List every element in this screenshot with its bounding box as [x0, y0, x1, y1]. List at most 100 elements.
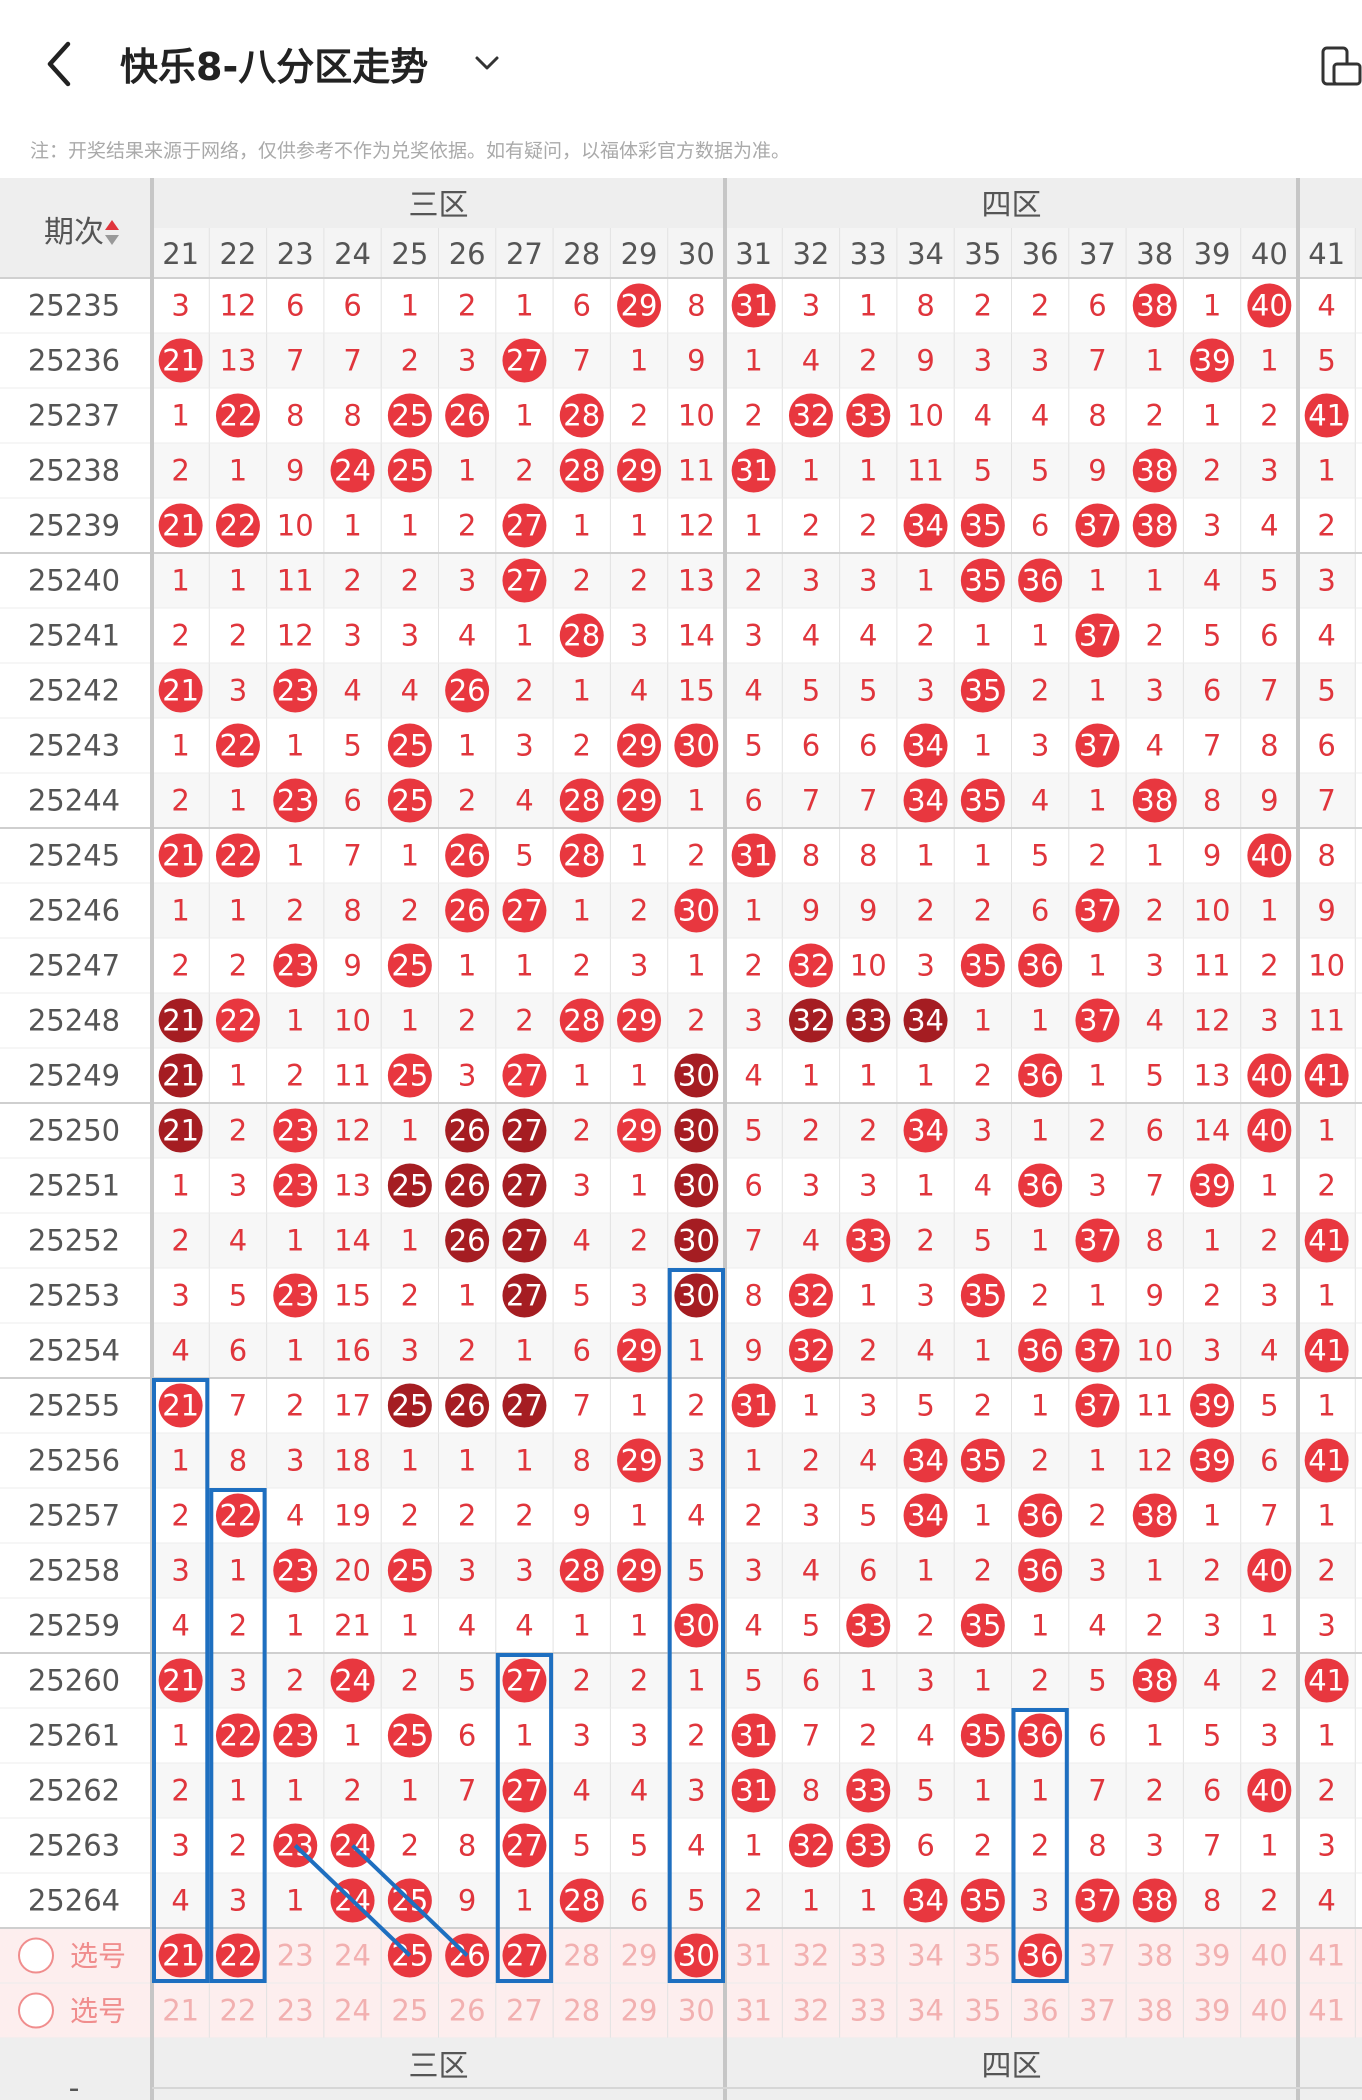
select-number[interactable]: 39 [1194, 1994, 1231, 2028]
select-number[interactable]: 21 [162, 1994, 199, 2028]
select-number[interactable]: 27 [506, 1994, 543, 2028]
omission-value: 3 [171, 1554, 189, 1588]
select-number[interactable]: 34 [907, 1994, 944, 2028]
back-icon[interactable] [40, 38, 80, 90]
drawn-ball [617, 1108, 662, 1153]
select-number[interactable]: 25 [391, 1994, 428, 2028]
drawn-number: 35 [964, 674, 1001, 708]
drawn-ball [215, 723, 260, 768]
omission-value: 3 [1317, 1609, 1335, 1643]
period-header[interactable]: 期次 [44, 215, 104, 250]
select-number[interactable]: 24 [334, 1994, 371, 2028]
omission-value: 4 [744, 1609, 762, 1643]
omission-value: 2 [171, 949, 189, 983]
drawn-ball [1132, 1878, 1177, 1923]
drawn-ball [1018, 1493, 1063, 1538]
select-number[interactable]: 35 [964, 1994, 1001, 2028]
select-number[interactable]: 33 [850, 1994, 887, 2028]
omission-value: 11 [1136, 1389, 1173, 1423]
picked-ball[interactable] [674, 1933, 719, 1978]
picked-ball[interactable] [158, 1933, 203, 1978]
omission-value: 1 [1031, 1389, 1049, 1423]
drawn-number: 28 [563, 1884, 600, 1918]
drawn-ball [846, 1603, 891, 1648]
omission-value: 2 [515, 674, 533, 708]
omission-value: 5 [1260, 564, 1278, 598]
select-number[interactable]: 35 [964, 1939, 1001, 1973]
picked-ball[interactable] [1018, 1933, 1063, 1978]
omission-value: 1 [1260, 1169, 1278, 1203]
select-number[interactable]: 32 [792, 1939, 829, 1973]
device-switch-icon[interactable] [1320, 44, 1362, 90]
drawn-ball [445, 1108, 490, 1153]
sort-down-icon[interactable] [105, 235, 119, 245]
omission-value: 1 [515, 1884, 533, 1918]
omission-value: 4 [573, 1224, 591, 1258]
select-number[interactable]: 39 [1194, 1939, 1231, 1973]
omission-value: 2 [401, 1499, 419, 1533]
select-number[interactable]: 32 [792, 1994, 829, 2028]
column-number: 21 [162, 237, 199, 271]
select-number[interactable]: 36 [1022, 1994, 1059, 2028]
picked-number[interactable]: 36 [1022, 1939, 1059, 1973]
drawn-ball [1075, 998, 1120, 1043]
select-number[interactable]: 40 [1251, 1939, 1288, 1973]
omission-value: 4 [1317, 289, 1335, 323]
select-number[interactable]: 37 [1079, 1939, 1116, 1973]
drawn-ball [1247, 833, 1292, 878]
omission-value: 1 [1031, 1114, 1049, 1148]
select-number[interactable]: 29 [621, 1994, 658, 2028]
picked-number[interactable]: 21 [162, 1939, 199, 1973]
omission-value: 3 [1317, 564, 1335, 598]
picked-number[interactable]: 30 [678, 1939, 715, 1973]
picked-number[interactable]: 27 [506, 1939, 543, 1973]
picked-number[interactable]: 22 [219, 1939, 256, 1973]
page-title[interactable]: 快乐8-八分区走势 [120, 45, 429, 89]
omission-value: 4 [802, 1224, 820, 1258]
chevron-down-icon[interactable] [472, 52, 502, 76]
omission-value: 3 [401, 1334, 419, 1368]
select-number[interactable]: 34 [907, 1939, 944, 1973]
select-number[interactable]: 40 [1251, 1994, 1288, 2028]
select-number[interactable]: 38 [1136, 1994, 1173, 2028]
omission-value: 2 [458, 1004, 476, 1038]
select-number[interactable]: 29 [621, 1939, 658, 1973]
sort-up-icon[interactable] [105, 220, 119, 230]
omission-value: 2 [1317, 1774, 1335, 1808]
select-number[interactable]: 23 [277, 1939, 314, 1973]
select-radio[interactable] [18, 1992, 54, 2029]
omission-value: 4 [286, 1499, 304, 1533]
period-label: 25249 [28, 1059, 120, 1093]
select-number[interactable]: 31 [735, 1994, 772, 2028]
omission-value: 2 [229, 619, 247, 653]
drawn-ball [674, 723, 719, 768]
omission-value: 7 [802, 784, 820, 818]
select-number[interactable]: 37 [1079, 1994, 1116, 2028]
picked-ball[interactable] [502, 1933, 547, 1978]
drawn-ball [158, 503, 203, 548]
drawn-ball [617, 448, 662, 493]
select-number[interactable]: 41 [1308, 1994, 1345, 2028]
omission-value: 4 [974, 399, 992, 433]
select-number[interactable]: 30 [678, 1994, 715, 2028]
omission-value: 3 [171, 1279, 189, 1313]
drawn-number: 23 [277, 1554, 314, 1588]
omission-value: 1 [802, 1059, 820, 1093]
picked-ball[interactable] [215, 1933, 260, 1978]
select-number[interactable]: 24 [334, 1939, 371, 1973]
omission-value: 4 [171, 1609, 189, 1643]
select-number[interactable]: 26 [449, 1994, 486, 2028]
select-number[interactable]: 23 [277, 1994, 314, 2028]
omission-value: 1 [1146, 1554, 1164, 1588]
omission-value: 1 [573, 509, 591, 543]
select-number[interactable]: 38 [1136, 1939, 1173, 1973]
select-number[interactable]: 41 [1308, 1939, 1345, 1973]
select-radio[interactable] [18, 1937, 54, 1974]
omission-value: 8 [286, 399, 304, 433]
select-number[interactable]: 33 [850, 1939, 887, 1973]
omission-value: 1 [802, 1884, 820, 1918]
select-number[interactable]: 22 [219, 1994, 256, 2028]
select-number[interactable]: 31 [735, 1939, 772, 1973]
select-number[interactable]: 28 [563, 1994, 600, 2028]
select-number[interactable]: 28 [563, 1939, 600, 1973]
